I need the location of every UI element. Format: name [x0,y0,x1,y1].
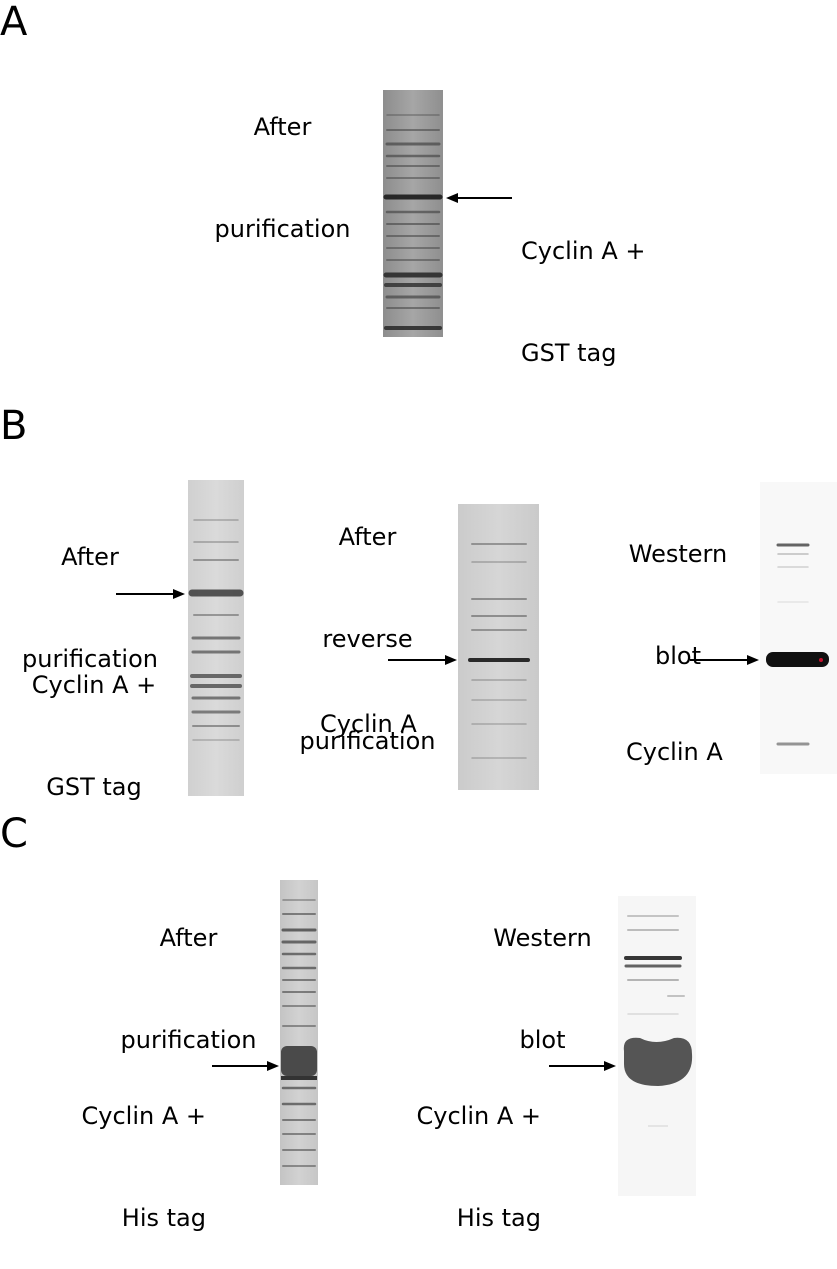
annotation-line: Cyclin A [626,738,723,766]
title-line: blot [519,1026,566,1054]
panel-c-annotation-1: Cyclin A + His tag [40,1031,207,1269]
panel-b-arrow-1 [116,589,185,599]
panel-c-label: C [0,811,28,857]
annotation-line: Cyclin A + [416,1102,542,1130]
panel-a-gel-lane [383,90,443,337]
panel-b-annotation-2: Cyclin A [320,639,417,775]
panel-b-gel-lane-2 [458,504,539,790]
panel-b-label: B [0,403,28,449]
title-line: After [61,543,119,571]
title-line: After [253,113,312,141]
annotation-line: Cyclin A [320,710,417,738]
panel-b-gel-lane-1 [188,480,244,796]
panel-c-lane2-title: Western blot [470,853,615,1091]
panel-a-lane-title: After purification [200,42,365,280]
title-line: After [159,924,218,952]
panel-b-arrow-3 [690,655,759,665]
annotation-line: His tag [456,1204,541,1232]
annotation-line: Cyclin A + [521,237,646,265]
panel-b-lane1-title: After purification [5,472,175,710]
title-line: Western [628,540,728,568]
panel-c-arrow-1 [212,1061,279,1071]
panel-c-western-blot [618,896,696,1196]
title-line: blot [655,642,701,670]
panel-b-lane2-title: After reverse purification [280,452,455,792]
panel-a-label: A [0,0,28,45]
title-line: After [338,523,397,551]
panel-c-annotation-2: Cyclin A + His tag [376,1031,542,1269]
title-line: reverse [322,625,413,653]
panel-a-annotation: Cyclin A + GST tag [521,166,646,404]
title-line: purification [22,645,158,673]
title-line: purification [214,215,351,243]
panel-b-western-blot [760,482,837,774]
annotation-line: GST tag [46,773,142,801]
panel-b-arrow-2 [388,655,457,665]
panel-b-lane3-title: Western blot [603,469,753,707]
panel-b-annotation-3: Cyclin A [626,667,723,803]
annotation-line: GST tag [521,339,617,367]
panel-c-gel-lane [280,880,318,1185]
panel-c-lane1-title: After purification [106,853,271,1091]
title-line: purification [120,1026,257,1054]
panel-b-annotation-1: Cyclin A + GST tag [14,600,174,838]
title-line: Western [493,924,592,952]
panel-c-arrow-2 [549,1061,616,1071]
annotation-line: Cyclin A + [31,671,157,699]
annotation-line: His tag [121,1204,206,1232]
panel-a-arrow [446,193,512,203]
title-line: purification [299,727,436,755]
annotation-line: Cyclin A + [81,1102,207,1130]
